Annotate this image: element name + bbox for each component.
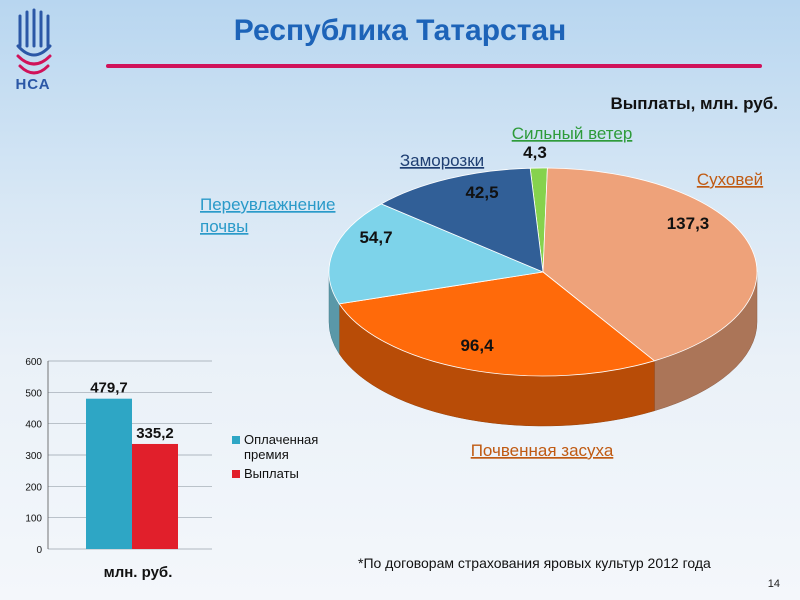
bar-ytick-label-2: 200	[25, 482, 42, 493]
page-title: Республика Татарстан	[233, 14, 567, 47]
bar-0	[86, 398, 132, 549]
legend-item-premium: Оплаченная премия	[232, 432, 352, 462]
legend-swatch-premium	[232, 436, 240, 444]
pie-category-label-4: Заморозки	[400, 151, 484, 170]
bar-chart-svg: 0 100 200 300 400 500 600 479,7 335,2 млн. руб.	[25, 357, 212, 581]
pie-slice-1	[542, 167, 758, 362]
legend-swatch-payout	[232, 470, 240, 478]
pie-value-label-1: 137,3	[667, 214, 710, 233]
bar-ytick-label-0: 0	[36, 545, 42, 556]
slide-number: 14	[767, 578, 780, 590]
pie-value-label-2: 96,4	[460, 336, 494, 355]
pie-category-label-1: Суховей	[697, 170, 763, 189]
pie-category-label-3-line-0: Переувлажнение	[200, 195, 335, 214]
bar-value-label-1: 335,2	[136, 425, 174, 442]
bar-ytick-label-3: 300	[25, 451, 42, 462]
logo-text: НСА	[15, 76, 51, 93]
bar-ytick-label-6: 600	[25, 357, 42, 368]
pie-slice-4	[380, 167, 544, 273]
pie-value-label-3: 54,7	[359, 228, 392, 247]
bar-ytick-label-1: 100	[25, 514, 42, 525]
legend-label-premium: Оплаченная премия	[244, 432, 319, 462]
pie-slice-2	[338, 271, 656, 377]
bar-chart-legend: Оплаченная премия Выплаты	[232, 432, 352, 485]
pie-category-label-2: Почвенная засуха	[471, 441, 614, 460]
bar-1	[132, 443, 178, 549]
pie-category-label-0: Сильный ветер	[512, 124, 633, 143]
pie-value-label-4: 42,5	[465, 183, 498, 202]
bar-x-axis-label: млн. руб.	[104, 564, 173, 581]
bar-chart: 0 100 200 300 400 500 600 479,7 335,2 млн. руб.	[18, 352, 214, 588]
pie-chart-title: Выплаты, млн. руб.	[610, 94, 778, 113]
bar-value-label-0: 479,7	[90, 380, 128, 397]
bar-ytick-label-4: 400	[25, 420, 42, 431]
legend-label-payout: Выплаты	[244, 466, 299, 481]
pie-value-label-0: 4,3	[523, 143, 547, 162]
legend-item-payout: Выплаты	[232, 466, 352, 481]
title-divider	[106, 64, 762, 68]
pie-slice-3	[328, 203, 545, 305]
bar-ytick-label-5: 500	[25, 388, 42, 399]
nsa-logo-icon	[16, 8, 52, 75]
footnote: *По договорам страхования яровых культур…	[358, 555, 711, 571]
pie-category-label-3-line-1: почвы	[200, 217, 248, 236]
